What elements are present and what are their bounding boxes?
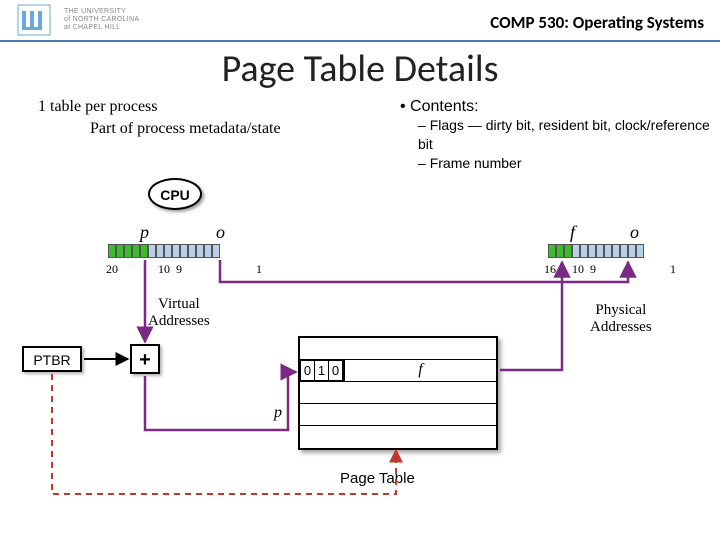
contents-item: Flags — dirty bit, resident bit, clock/r…: [418, 116, 720, 154]
physical-address-bar: [548, 244, 644, 258]
va-tick: 1: [256, 262, 262, 277]
text-partofstate: Part of process metadata/state: [90, 120, 281, 138]
pa-tick: 16: [544, 262, 556, 277]
uni-line: THE UNIVERSITY: [64, 8, 139, 16]
uni-line: at CHAPEL HILL: [64, 24, 139, 32]
adder-box: +: [130, 344, 160, 374]
page-table: 0 1 0 f: [298, 336, 498, 450]
text-tableperprocess: 1 table per process: [38, 98, 158, 116]
va-tick: 20: [106, 262, 118, 277]
page-table-entry: 0 1 0 f: [300, 360, 496, 382]
label-va-p: p: [140, 222, 149, 243]
slide-title: Page Table Details: [0, 46, 720, 92]
contents-item: Frame number: [418, 154, 720, 173]
label-va-o: o: [216, 222, 225, 243]
cpu-node: CPU: [148, 178, 202, 210]
pa-tick: 9: [590, 262, 596, 277]
course-code: COMP 530: Operating Systems: [490, 12, 704, 33]
physical-addresses-label: PhysicalAddresses: [590, 302, 652, 335]
pa-tick: 10: [572, 262, 584, 277]
label-pa-f: f: [570, 222, 575, 243]
flag-cell: 0: [329, 361, 343, 380]
flag-cell: 1: [315, 361, 329, 380]
va-tick: 10: [158, 262, 170, 277]
unc-logo: [10, 2, 58, 38]
va-tick: 9: [176, 262, 182, 277]
pa-tick: 1: [670, 262, 676, 277]
flag-cell: 0: [301, 361, 315, 380]
virtual-addresses-label: VirtualAddresses: [148, 296, 210, 329]
frame-number-cell: f: [345, 360, 496, 381]
page-table-label: Page Table: [340, 470, 415, 487]
ptbr-box: PTBR: [22, 346, 82, 372]
p-index-label: p: [274, 404, 282, 422]
university-name: THE UNIVERSITY of NORTH CAROLINA at CHAP…: [64, 8, 139, 31]
label-pa-o: o: [630, 222, 639, 243]
contents-header: Contents:: [410, 98, 478, 115]
virtual-address-bar: [108, 244, 220, 258]
contents-block: • Contents: Flags — dirty bit, resident …: [400, 98, 720, 173]
uni-line: of NORTH CAROLINA: [64, 16, 139, 24]
header-bar: THE UNIVERSITY of NORTH CAROLINA at CHAP…: [0, 0, 720, 42]
